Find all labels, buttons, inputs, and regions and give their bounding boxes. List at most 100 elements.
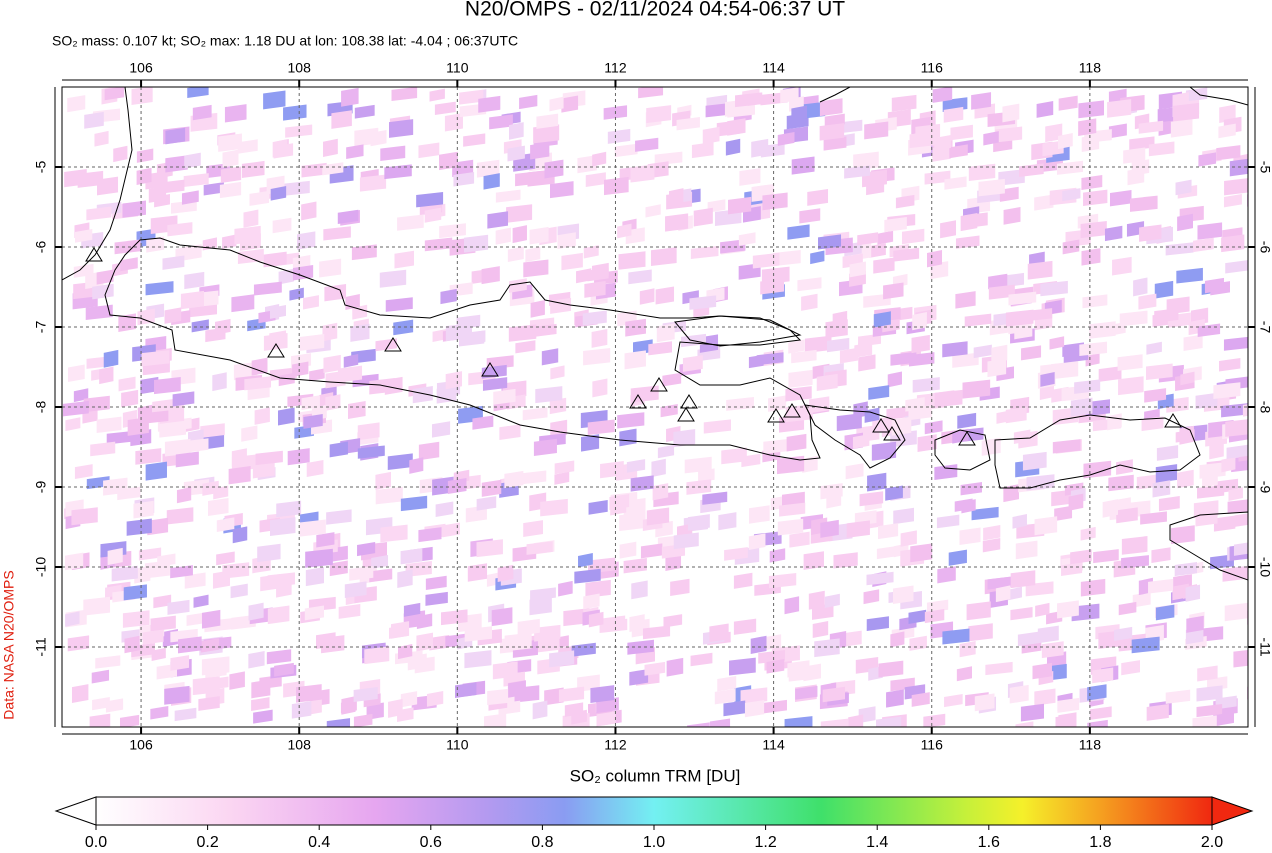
- so2-pixel: [1109, 189, 1132, 207]
- so2-pixel: [1008, 291, 1037, 306]
- so2-pixel: [625, 318, 646, 337]
- so2-pixel: [761, 266, 790, 285]
- so2-pixel: [574, 568, 601, 584]
- so2-pixel: [482, 377, 508, 391]
- so2-pixel: [1005, 309, 1034, 327]
- so2-pixel: [138, 547, 162, 561]
- so2-pixel: [1034, 516, 1058, 536]
- so2-pixel: [974, 693, 995, 712]
- so2-pixel: [912, 312, 927, 331]
- so2-pixel: [487, 688, 515, 706]
- so2-pixel: [1080, 220, 1107, 239]
- so2-pixel: [375, 338, 397, 352]
- so2-pixel: [735, 92, 763, 108]
- so2-pixel: [230, 583, 248, 599]
- so2-pixel: [1036, 101, 1054, 118]
- so2-pixel: [1173, 102, 1200, 122]
- so2-pixel: [323, 138, 338, 157]
- so2-pixel: [550, 365, 565, 380]
- so2-pixel: [400, 548, 423, 565]
- so2-pixel: [1083, 460, 1112, 479]
- so2-pixel: [728, 196, 752, 215]
- so2-pixel: [486, 355, 514, 370]
- so2-pixel: [167, 222, 193, 237]
- so2-pixel: [1055, 714, 1077, 727]
- so2-pixel: [533, 438, 557, 457]
- so2-pixel: [233, 361, 258, 381]
- colorbar-tick-label: 1.2: [754, 834, 776, 851]
- so2-pixel: [164, 307, 182, 324]
- lon-tick-label: 114: [762, 60, 785, 76]
- title: N20/OMPS - 02/11/2024 04:54-06:37 UT: [465, 0, 845, 21]
- so2-pixel: [971, 506, 999, 521]
- so2-pixel: [476, 539, 503, 558]
- so2-pixel: [431, 421, 451, 438]
- so2-pixel: [863, 589, 880, 605]
- colorbar-tick-label: 1.6: [978, 834, 1000, 851]
- so2-pixel: [630, 164, 655, 183]
- so2-pixel: [285, 124, 313, 138]
- so2-pixel: [202, 480, 219, 496]
- so2-pixel: [1132, 592, 1151, 608]
- so2-pixel: [825, 319, 848, 339]
- so2-pixel: [1140, 511, 1167, 525]
- so2-pixel: [656, 323, 675, 343]
- so2-pixel: [371, 555, 389, 569]
- so2-pixel: [1057, 600, 1079, 619]
- so2-pixel: [852, 434, 870, 449]
- so2-pixel: [164, 685, 190, 705]
- so2-pixel: [151, 647, 166, 662]
- so2-pixel: [512, 225, 527, 244]
- so2-pixel: [278, 372, 295, 387]
- so2-pixel: [1174, 562, 1197, 577]
- so2-pixel: [733, 618, 757, 635]
- so2-pixel: [1056, 160, 1084, 175]
- so2-pixel: [702, 126, 720, 145]
- so2-pixel: [618, 251, 646, 270]
- so2-pixel: [1180, 371, 1195, 386]
- so2-pixel: [652, 483, 669, 501]
- so2-pixel: [418, 441, 440, 461]
- so2-pixel: [353, 686, 378, 702]
- so2-pixel: [1083, 189, 1108, 206]
- so2-pixel: [165, 127, 186, 145]
- so2-pixel: [801, 293, 818, 311]
- colorbar-tick-label: 1.8: [1089, 834, 1111, 851]
- so2-pixel: [181, 190, 199, 205]
- so2-pixel: [324, 284, 347, 302]
- so2-pixel: [65, 611, 80, 627]
- so2-pixel: [137, 308, 155, 326]
- so2-pixel: [784, 596, 800, 615]
- so2-pixel: [635, 137, 659, 152]
- so2-pixel: [1018, 430, 1038, 449]
- so2-pixel: [170, 200, 197, 214]
- so2-pixel: [248, 602, 264, 621]
- so2-pixel: [887, 371, 902, 388]
- so2-pixel: [624, 350, 646, 370]
- so2-pixel: [1193, 237, 1214, 253]
- so2-pixel: [1123, 147, 1146, 164]
- so2-pixel: [187, 87, 209, 99]
- so2-pixel: [99, 366, 114, 385]
- so2-pixel: [274, 662, 294, 677]
- so2-pixel: [1093, 549, 1119, 564]
- lat-tick-label: -8: [1257, 401, 1272, 414]
- so2-pixel: [816, 373, 838, 391]
- coastline-sumatra: [62, 87, 133, 281]
- so2-pixel: [533, 124, 560, 144]
- so2-pixel: [397, 569, 413, 588]
- so2-pixel: [1119, 310, 1148, 327]
- so2-pixel: [592, 151, 607, 167]
- so2-pixel: [442, 522, 460, 538]
- so2-pixel: [244, 376, 272, 391]
- so2-pixel: [911, 692, 930, 707]
- so2-pixel: [359, 174, 387, 192]
- so2-pixel: [291, 701, 312, 719]
- so2-pixel: [773, 250, 801, 267]
- so2-pixel: [549, 650, 575, 668]
- so2-pixel: [504, 632, 532, 652]
- so2-pixel: [453, 172, 475, 187]
- so2-pixel: [1121, 536, 1148, 555]
- so2-pixel: [322, 162, 344, 176]
- so2-pixel: [338, 604, 361, 619]
